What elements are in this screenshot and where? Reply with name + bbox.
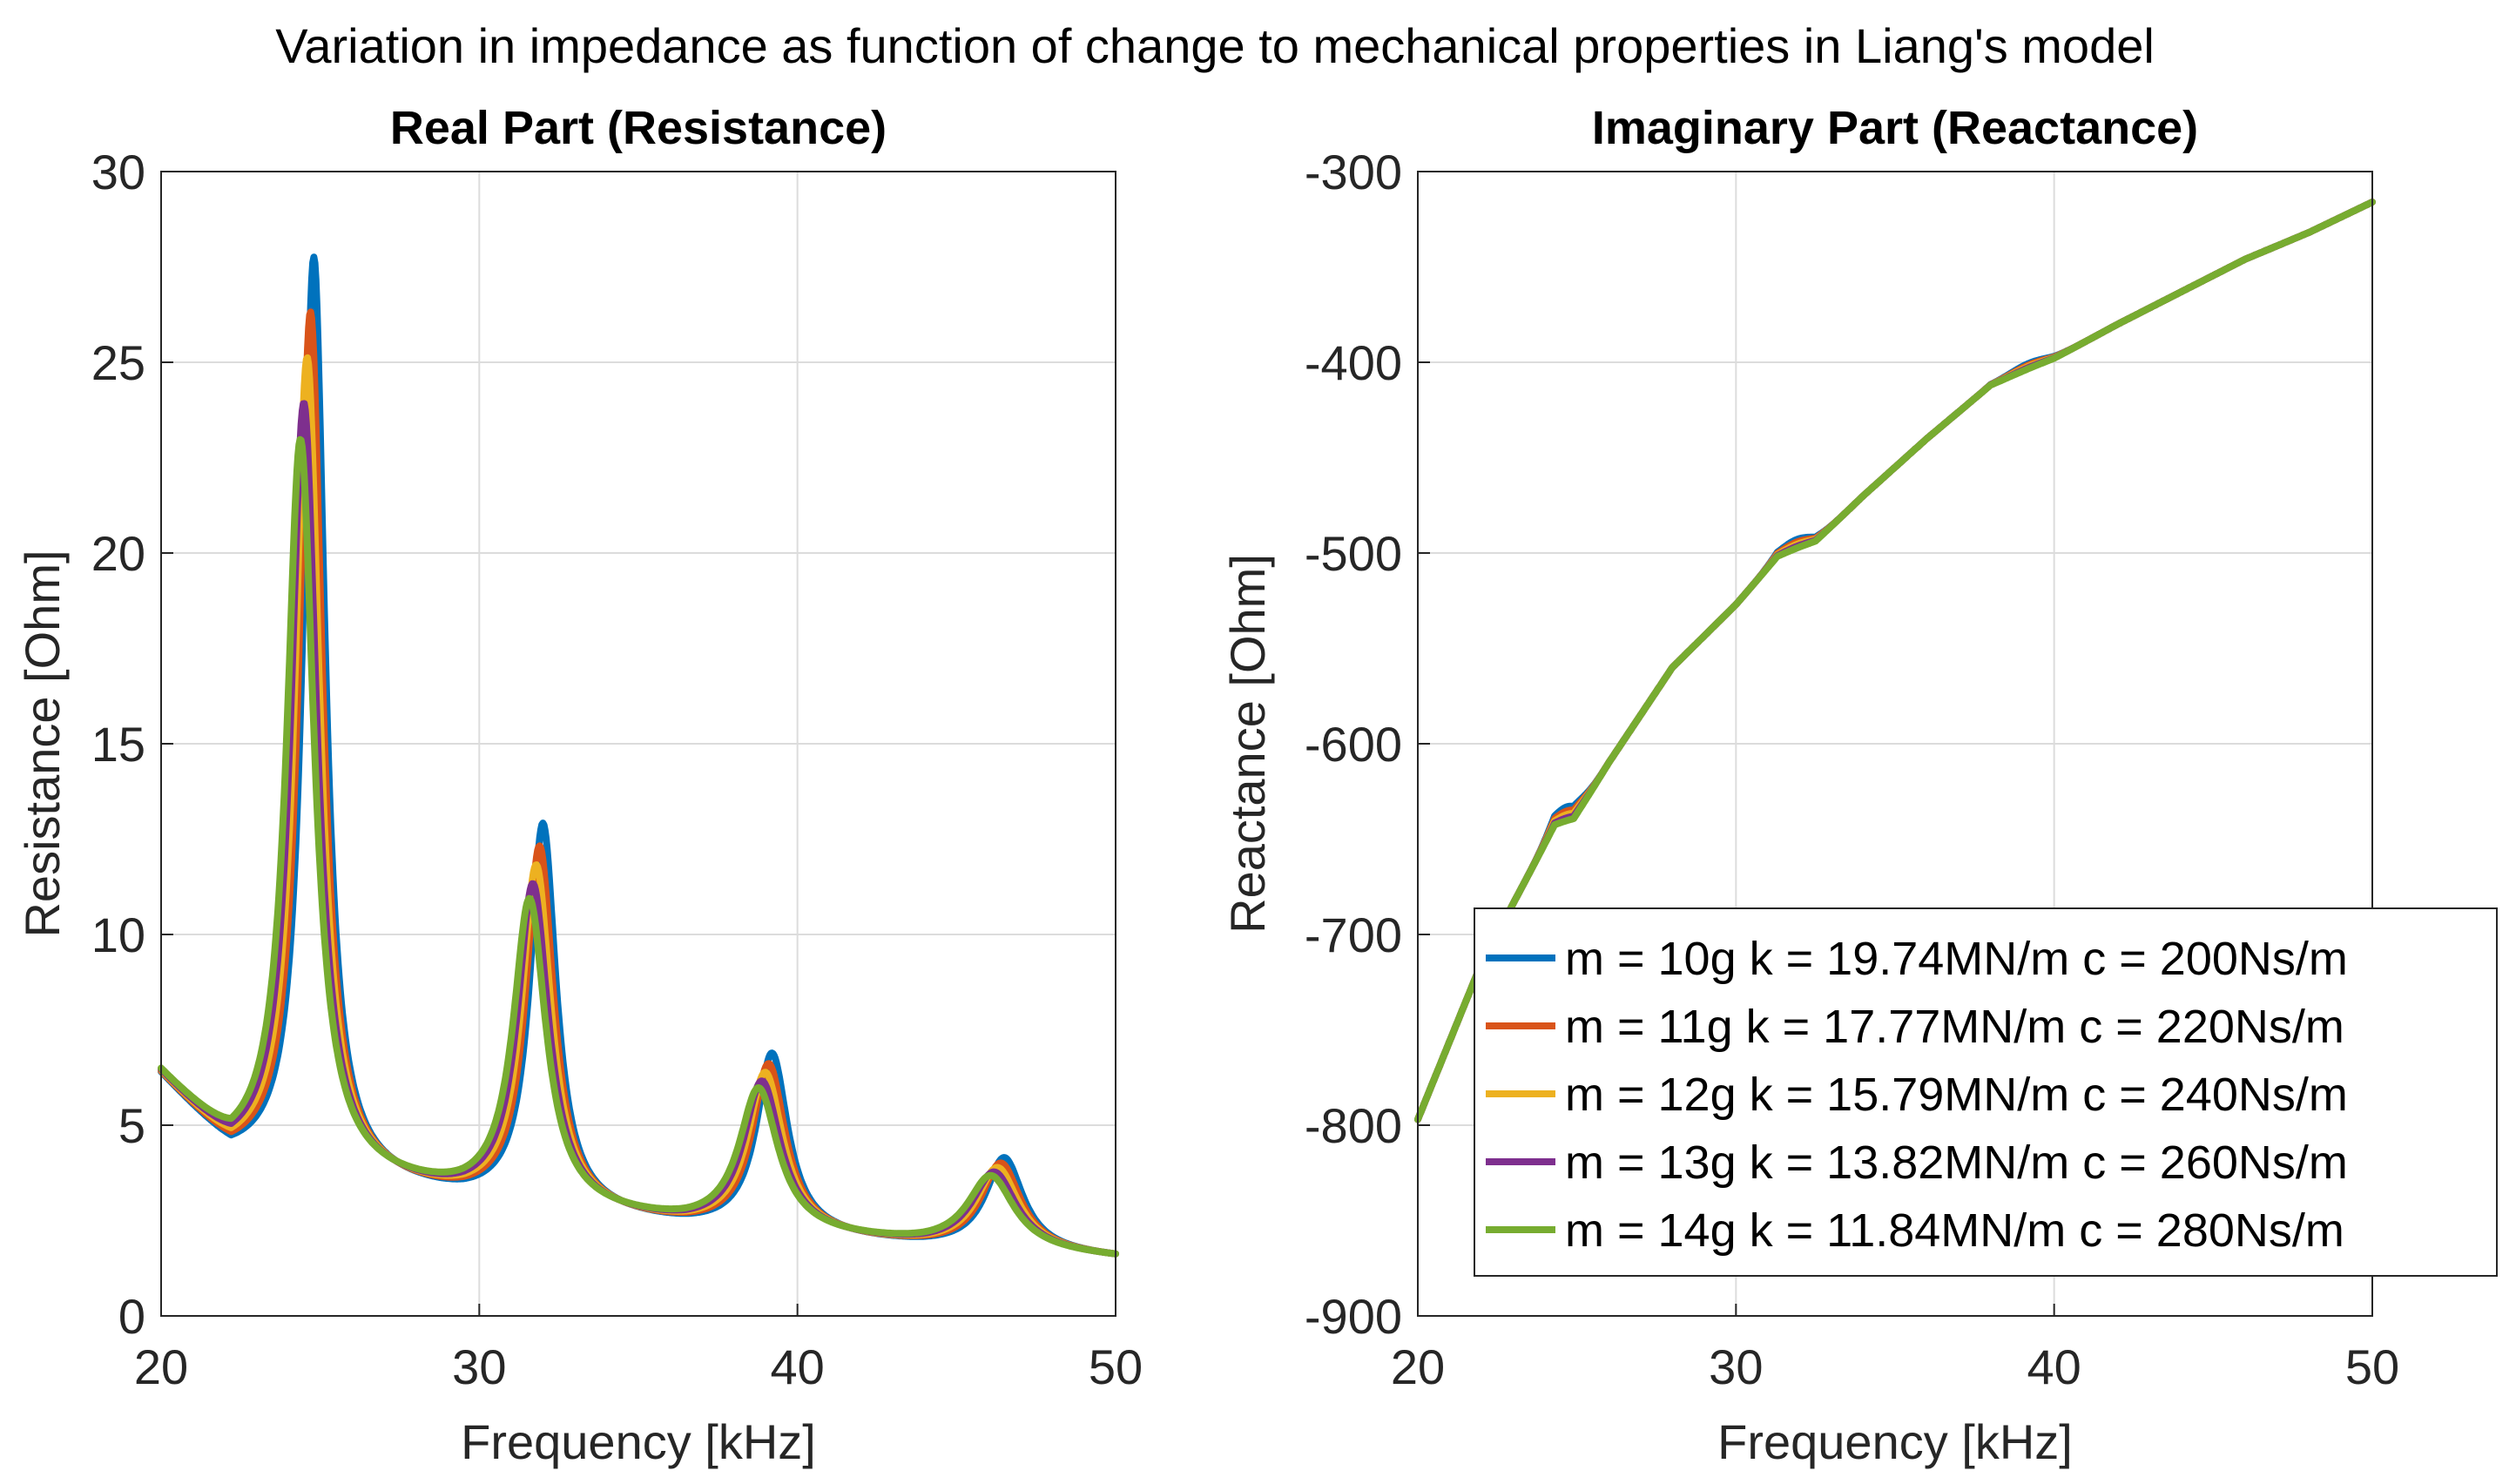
resistance-ticks: 20 30 40 50 0 5 10 15 20 25 30 (91, 145, 1143, 1394)
resistance-ylabel: Resistance [Ohm] (15, 550, 70, 937)
resistance-plot-title: Real Part (Resistance) (390, 102, 887, 154)
reactance-plot-title: Imaginary Part (Reactance) (1592, 102, 2198, 154)
resistance-xtick-label: 40 (771, 1339, 825, 1394)
resistance-ytick-label: 0 (118, 1289, 145, 1344)
reactance-ytick-label: -500 (1305, 526, 1402, 581)
legend-label-4: m = 13g k = 13.82MN/m c = 260Ns/m (1565, 1137, 2348, 1189)
resistance-ytick-label: 5 (118, 1098, 145, 1153)
resistance-xtick-label: 30 (452, 1339, 506, 1394)
reactance-ytick-label: -800 (1305, 1098, 1402, 1153)
resistance-xlabel: Frequency [kHz] (461, 1414, 816, 1469)
reactance-ytick-label: -900 (1305, 1289, 1402, 1344)
reactance-plot-frame (1417, 171, 2373, 1317)
reactance-ylabel: Reactance [Ohm] (1220, 554, 1275, 934)
resistance-series (158, 253, 1119, 1258)
legend-items: m = 10g k = 19.74MN/m c = 200Ns/m m = 11g… (1486, 933, 2348, 1257)
resistance-xtick-label: 20 (134, 1339, 188, 1394)
reactance-ticks: 20 30 40 50 -900 -800 -700 -600 -500 -400 -300 (1305, 145, 2399, 1394)
resistance-series-line-5 (158, 435, 1119, 1258)
resistance-plot: 20 30 40 50 0 5 10 15 20 25 30 Real Part (Resistan… (15, 102, 1143, 1469)
resistance-plot-frame (160, 171, 1116, 1317)
resistance-xtick-label: 50 (1089, 1339, 1143, 1394)
reactance-ytick-label: -400 (1305, 335, 1402, 390)
reactance-series-line-5 (1414, 199, 2376, 1123)
legend-label-1: m = 10g k = 19.74MN/m c = 200Ns/m (1565, 933, 2348, 985)
legend-label-3: m = 12g k = 15.79MN/m c = 240Ns/m (1565, 1069, 2348, 1121)
reactance-xtick-label: 40 (2027, 1339, 2081, 1394)
reactance-plot: 20 30 40 50 -900 -800 -700 -600 -500 -400 -300 Ima… (1220, 102, 2498, 1469)
resistance-ytick-label: 15 (91, 717, 145, 772)
legend-box (1474, 907, 2498, 1277)
reactance-ytick-label: -600 (1305, 717, 1402, 772)
reactance-xtick-label: 20 (1391, 1339, 1445, 1394)
reactance-series (1414, 199, 2376, 1123)
reactance-xtick-label: 50 (2345, 1339, 2399, 1394)
reactance-xlabel: Frequency [kHz] (1717, 1414, 2073, 1469)
reactance-ytick-label: -300 (1305, 145, 1402, 199)
reactance-xtick-label: 30 (1709, 1339, 1763, 1394)
reactance-ytick-label: -700 (1305, 907, 1402, 962)
legend-label-5: m = 14g k = 11.84MN/m c = 280Ns/m (1565, 1204, 2344, 1257)
resistance-ytick-label: 30 (91, 145, 145, 199)
figure-title: Variation in impedance as function of ch… (275, 18, 2155, 73)
legend-label-2: m = 11g k = 17.77MN/m c = 220Ns/m (1565, 1001, 2344, 1053)
legend: m = 10g k = 19.74MN/m c = 200Ns/m m = 11g… (1474, 907, 2498, 1277)
resistance-ytick-label: 10 (91, 907, 145, 962)
resistance-ytick-label: 25 (91, 335, 145, 390)
resistance-ytick-label: 20 (91, 526, 145, 581)
